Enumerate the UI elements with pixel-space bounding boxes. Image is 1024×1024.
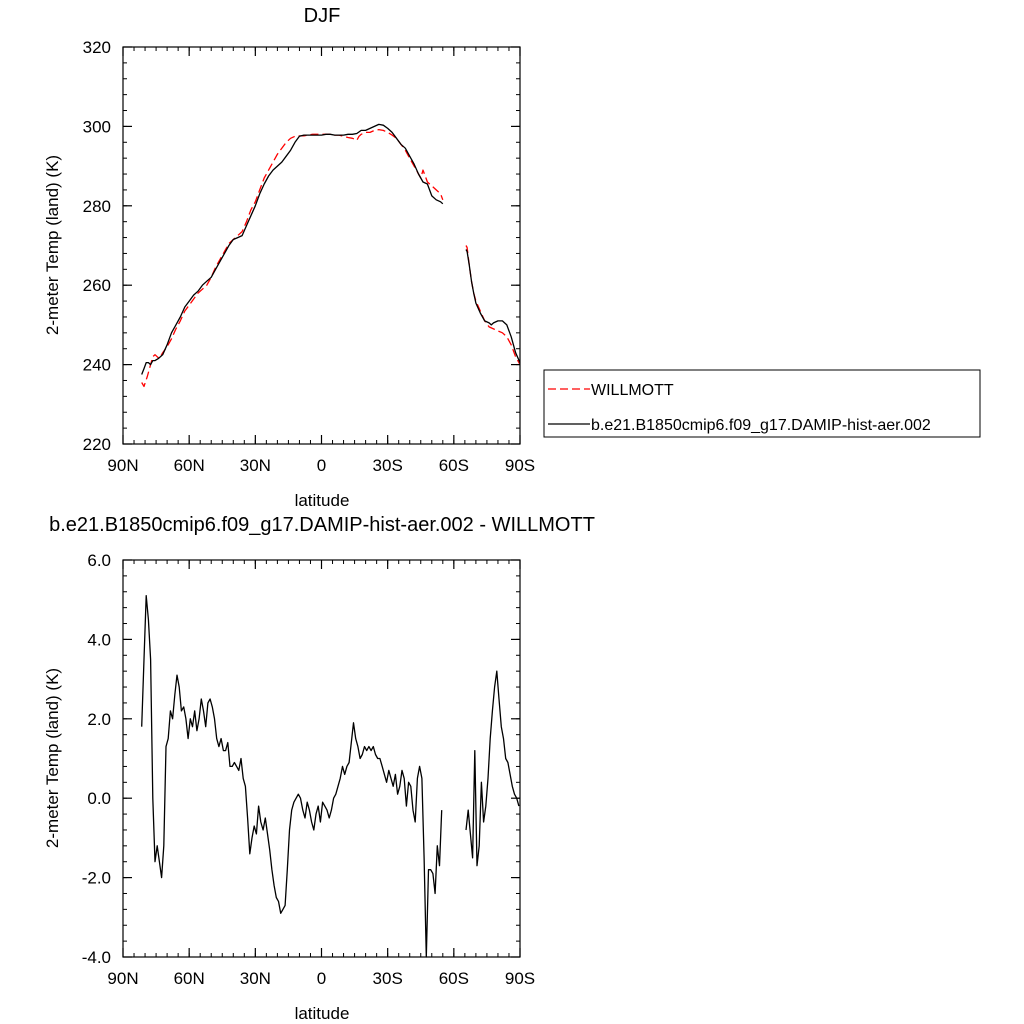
x-tick-label: 60N — [174, 456, 205, 475]
y-tick-label: 0.0 — [87, 789, 111, 808]
panel-bottom: b.e21.B1850cmip6.f09_g17.DAMIP-hist-aer.… — [43, 514, 595, 1023]
series-line-0 — [141, 595, 443, 958]
x-tick-label: 30N — [240, 969, 271, 988]
y-axis-label: 2-meter Temp (land) (K) — [43, 668, 62, 848]
axis-ticks-bottom: 90N 60N 30N 0 30S 60S 90S -4.0 -2.0 0.0 2.0 4.0 6.0 — [82, 551, 535, 988]
plot-area-top — [141, 123, 521, 388]
x-tick-label: 90N — [107, 456, 138, 475]
chart-title: b.e21.B1850cmip6.f09_g17.DAMIP-hist-aer.… — [49, 514, 595, 536]
x-tick-label: 60N — [174, 969, 205, 988]
x-tick-label: 90N — [107, 969, 138, 988]
panel-top: DJF latitude 2-meter Temp (land) (K) 90N… — [43, 5, 981, 510]
legend-label-willmott: WILLMOTT — [591, 382, 674, 399]
legend: WILLMOTT b.e21.B1850cmip6.f09_g17.DAMIP-… — [543, 369, 981, 438]
y-tick-label: 300 — [83, 117, 111, 136]
y-tick-label: 240 — [83, 356, 111, 375]
y-tick-label: 220 — [83, 435, 111, 454]
y-tick-label: -2.0 — [82, 869, 111, 888]
plot-frame — [122, 46, 521, 445]
x-tick-label: 0 — [317, 456, 326, 475]
plot-area-bottom — [141, 595, 520, 958]
x-tick-label: 30N — [240, 456, 271, 475]
x-tick-label: 60S — [439, 456, 469, 475]
y-tick-label: 320 — [83, 38, 111, 57]
plot-frame — [122, 559, 521, 958]
y-tick-label: 4.0 — [87, 630, 111, 649]
legend-box — [543, 369, 981, 438]
series-line-0 — [141, 128, 444, 388]
y-axis-label: 2-meter Temp (land) (K) — [43, 155, 62, 335]
x-tick-label: 90S — [505, 456, 535, 475]
x-tick-label: 30S — [373, 456, 403, 475]
series-line-1 — [141, 123, 444, 375]
chart-title: DJF — [304, 5, 341, 27]
series-line-0 — [465, 670, 520, 867]
x-tick-label: 0 — [317, 969, 326, 988]
y-tick-label: 260 — [83, 276, 111, 295]
x-tick-label: 30S — [373, 969, 403, 988]
series-line-1 — [465, 249, 521, 363]
x-axis-label: latitude — [295, 1004, 350, 1023]
y-tick-label: 280 — [83, 197, 111, 216]
legend-label-model: b.e21.B1850cmip6.f09_g17.DAMIP-hist-aer.… — [591, 417, 931, 434]
y-tick-label: 2.0 — [87, 710, 111, 729]
y-tick-label: 6.0 — [87, 551, 111, 570]
axis-ticks-top: 90N 60N 30N 0 30S 60S 90S 220 240 260 280 300 320 — [83, 38, 536, 475]
series-line-0 — [465, 245, 521, 365]
x-axis-label: latitude — [295, 491, 350, 510]
y-tick-label: -4.0 — [82, 948, 111, 967]
x-tick-label: 60S — [439, 969, 469, 988]
x-tick-label: 90S — [505, 969, 535, 988]
